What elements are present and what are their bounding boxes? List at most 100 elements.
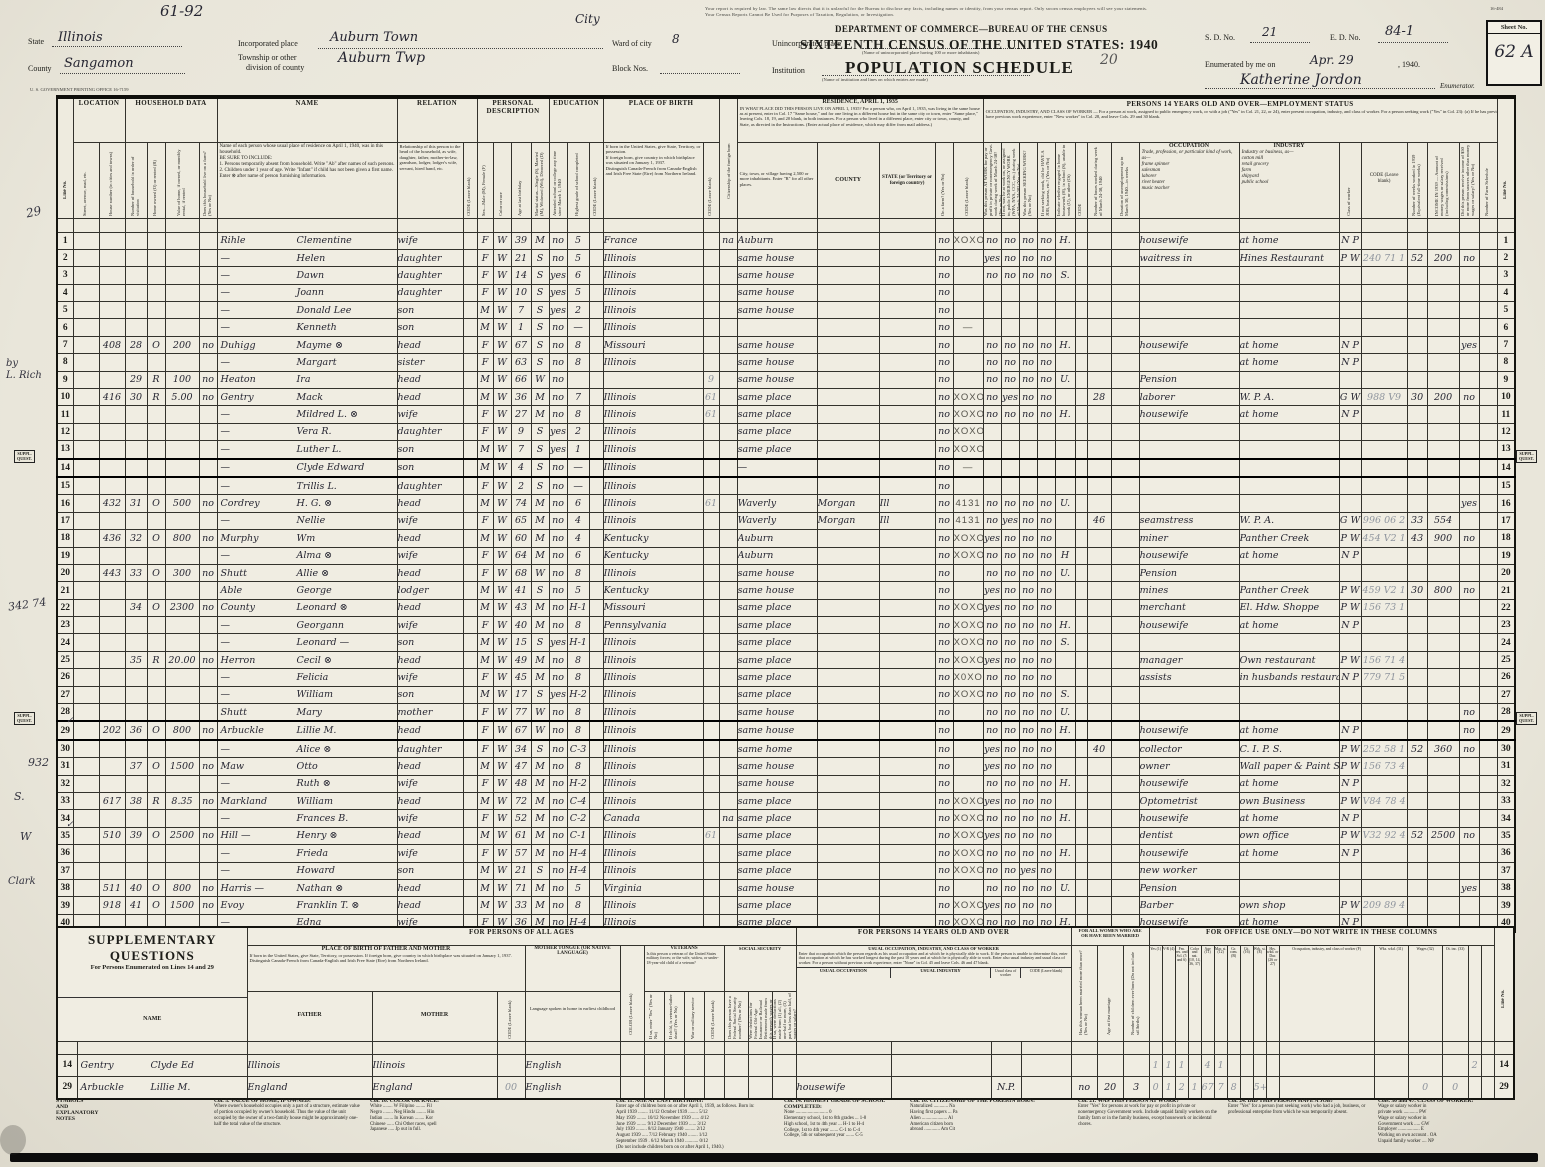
cell-22-emergency-work: no <box>1000 335 1020 355</box>
cell-relation: head <box>396 494 464 513</box>
supp-veterans: VETERANS Is this person a veteran of the… <box>643 944 725 992</box>
cell-farm: no <box>198 896 218 915</box>
cell-age: 15 <box>510 633 532 652</box>
cell-code-F <box>1360 563 1408 583</box>
cell-street <box>72 633 100 652</box>
supp-social-security: SOCIAL SECURITY <box>723 944 797 992</box>
cell-code-B <box>588 844 604 863</box>
cell-27-unemployment <box>1110 440 1140 460</box>
colhead-29-industry: INDUSTRY Industry or business, as— cotton… <box>1238 141 1340 219</box>
cell-marital: M <box>530 546 550 565</box>
cell-age: 34 <box>510 739 532 759</box>
cell-age: 43 <box>510 598 532 618</box>
cell-owned-rented <box>146 266 166 285</box>
cell-24-have-job: no <box>1036 791 1056 811</box>
cell-name: — Mildred L. ⊗ <box>216 405 398 424</box>
cell-wages <box>1426 757 1460 776</box>
office-cell-Q <box>1226 1053 1241 1077</box>
cell-23-seeking-work <box>1018 440 1038 460</box>
person-row: 19 — Alma ⊗ wife F W 64 M no 6 Kentucky <box>56 546 1516 565</box>
cell-relation: head <box>396 791 464 811</box>
cell-occupation <box>1138 633 1240 652</box>
person-row: 22 34 O 2300 no County Leonard ⊗ head M W… <box>56 598 1516 618</box>
cell-27-unemployment <box>1110 248 1140 268</box>
cell-industry: W. P. A. <box>1238 511 1340 531</box>
cell-24-have-job: no <box>1036 405 1056 424</box>
cell-occupation <box>1138 318 1240 337</box>
cell-weeks-worked <box>1406 405 1428 424</box>
cell-color: W <box>492 563 512 583</box>
cell-26-hours <box>1086 757 1112 776</box>
cell-24-have-job: no <box>1036 546 1056 565</box>
cell-school: no <box>548 370 568 390</box>
cell-place-of-birth: Illinois <box>602 440 704 460</box>
suppl-quest-tab-left-14: SUPPL. QUEST. <box>14 450 35 464</box>
cell-residence-county <box>816 878 880 898</box>
cell-household-number <box>124 581 148 600</box>
cell-code-E <box>1074 301 1088 320</box>
cell-household-number <box>124 774 148 794</box>
cell-owned-rented <box>146 844 166 863</box>
cell-farm <box>198 633 218 652</box>
cell-name: — Howard <box>216 861 398 880</box>
cell-residence-state <box>878 616 936 635</box>
cell-owned-rented <box>146 476 166 496</box>
cell-code-C <box>702 581 720 600</box>
cell-home-value: 800 <box>164 720 200 741</box>
cell-color: W <box>492 440 512 460</box>
cell-grade: H-2 <box>566 774 590 794</box>
column-number <box>1496 217 1516 233</box>
cell-owned-rented <box>146 581 166 600</box>
cell-school: no <box>548 457 568 478</box>
cell-school: no <box>548 739 568 759</box>
line-no-col-right: Line No. <box>1496 96 1516 219</box>
cell-residence-city: same place <box>736 388 818 407</box>
cell-residence-farm: no <box>934 563 954 583</box>
cell-25-engaged: S. <box>1054 685 1076 705</box>
cell-residence-city: same place <box>736 440 818 460</box>
cell-residence-state <box>878 685 936 705</box>
cell-weeks-worked <box>1406 318 1428 337</box>
cell-23-seeking-work: no <box>1018 826 1038 846</box>
cell-21-at-work: yes <box>982 757 1002 776</box>
cell-marital: S <box>530 633 550 652</box>
cell-residence-farm: no <box>934 511 954 531</box>
cell-25-engaged: H <box>1054 546 1076 565</box>
cell-grade: 8 <box>566 757 590 776</box>
cell-27-unemployment <box>1110 266 1140 285</box>
cell-wages <box>1426 353 1460 372</box>
cell-street <box>72 685 100 705</box>
supp-43: Were deductions for Federal Old-Age Insu… <box>747 990 773 1042</box>
cell-grade: 8 <box>566 720 590 741</box>
cell-weeks-worked <box>1406 457 1428 478</box>
cell-color: W <box>492 616 512 635</box>
cell-place-of-birth: Illinois <box>602 703 704 722</box>
cell-code-E <box>1074 616 1088 635</box>
cell-marital: M <box>530 405 550 424</box>
cell-code-B <box>588 511 604 531</box>
department-line: DEPARTMENT OF COMMERCE—BUREAU OF THE CEN… <box>835 24 1108 34</box>
person-row: 6 — Kenneth son M W 1 S no — Illinois <box>56 318 1516 337</box>
cell-home-value <box>164 476 200 496</box>
cell-residence-farm: no <box>934 878 954 898</box>
supp-column-number <box>1265 1040 1280 1055</box>
cell-household-number <box>124 440 148 460</box>
cell-marital: M <box>530 774 550 794</box>
cell-farm-schedule <box>1478 248 1498 268</box>
cell-house-number <box>98 318 126 337</box>
cell-other-income <box>1458 791 1480 811</box>
cell-occupation: seamstress <box>1138 511 1240 531</box>
supp-49-age-first-marriage: Age at first marriage <box>1096 944 1124 1042</box>
cell-owned-rented: O <box>146 529 166 548</box>
cell-code-E <box>1074 422 1088 442</box>
cell-relation: head <box>396 598 464 618</box>
cell-owned-rented <box>146 668 166 687</box>
cell-weeks-worked <box>1406 878 1428 898</box>
cell-owned-rented: O <box>146 335 166 355</box>
cell-owned-rented <box>146 633 166 652</box>
colhead-14-grade: Highest grade of school completed <box>566 141 590 219</box>
cell-sex: M <box>476 878 494 898</box>
cell-class-of-worker: P W <box>1338 529 1362 548</box>
supp-cell-39 <box>643 1075 665 1099</box>
cell-code-C <box>702 616 720 635</box>
